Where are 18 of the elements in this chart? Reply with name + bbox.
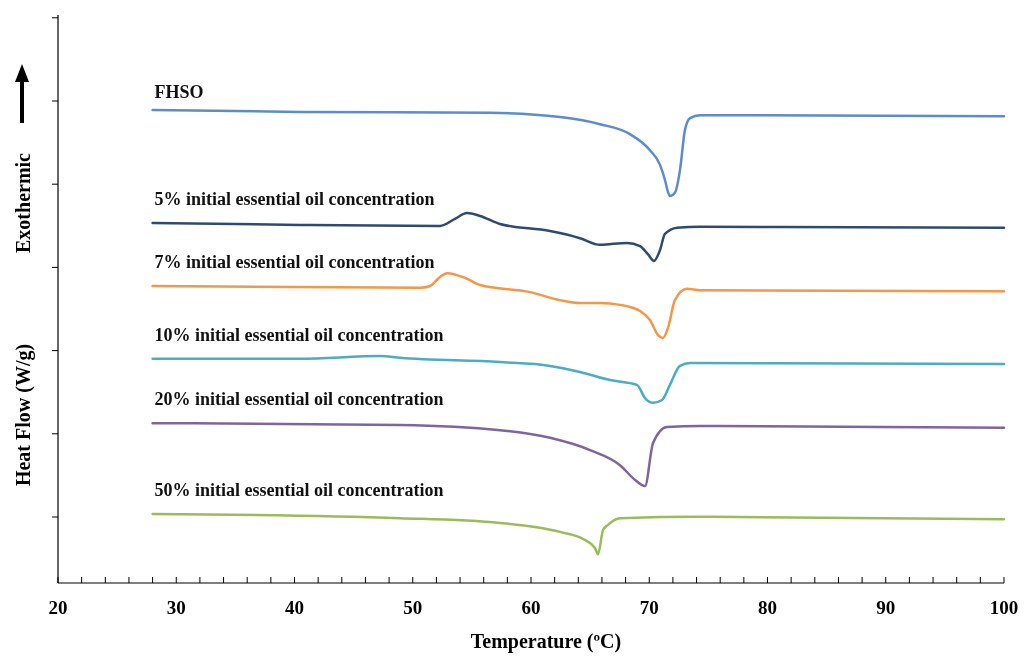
series-label: 20% initial essential oil concentration <box>154 389 444 410</box>
x-tick-label: 20 <box>48 597 68 618</box>
x-tick-label: 40 <box>285 597 304 618</box>
x-tick-label: 60 <box>521 597 541 618</box>
series-label: FHSO <box>154 82 204 102</box>
y-axis-title: Heat Flow (W/g) <box>12 343 35 487</box>
text: Exothermic <box>12 152 34 253</box>
x-tick-label: 90 <box>876 597 896 618</box>
x-tick-label: 50 <box>403 597 423 618</box>
x-axis-title: Temperature (ºC) <box>470 630 622 653</box>
series-label: 5% initial essential oil concentration <box>154 189 435 210</box>
series-label: 50% initial essential oil concentration <box>154 479 444 500</box>
series-label: 10% initial essential oil concentration <box>154 324 444 345</box>
x-tick-label: 70 <box>639 597 659 618</box>
x-tick-label: 30 <box>166 597 186 618</box>
x-tick-label: 80 <box>758 597 777 618</box>
series-label: 7% initial essential oil concentration <box>154 251 435 272</box>
x-tick-label: 100 <box>989 597 1019 618</box>
